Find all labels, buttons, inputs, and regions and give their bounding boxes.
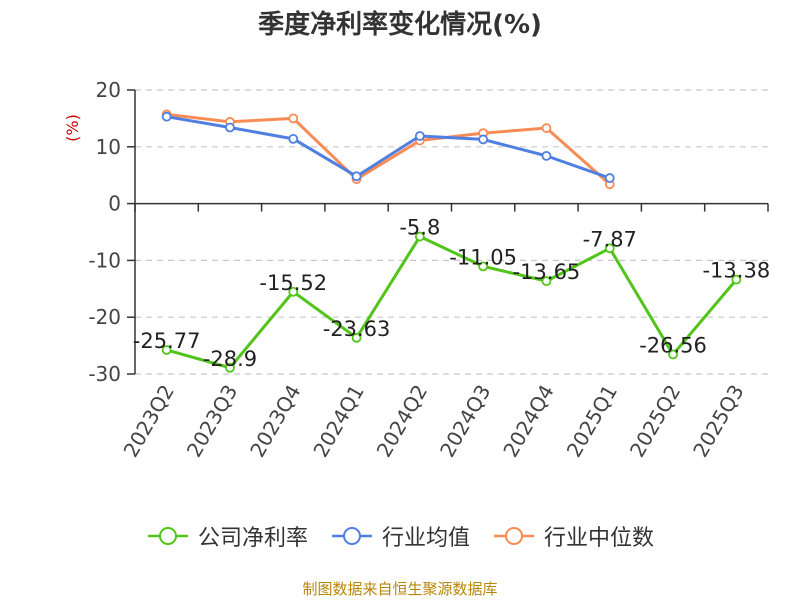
data-label: -13.65 bbox=[513, 260, 581, 284]
data-point bbox=[478, 261, 489, 272]
y-tick-label: 20 bbox=[96, 78, 121, 102]
data-point bbox=[288, 113, 299, 124]
data-label: -5.8 bbox=[399, 216, 440, 240]
data-label: -11.05 bbox=[449, 245, 517, 269]
data-label: -15.52 bbox=[259, 271, 327, 295]
data-point bbox=[541, 276, 552, 287]
legend-line-marker-icon bbox=[147, 527, 188, 545]
data-point bbox=[541, 150, 552, 161]
data-point bbox=[414, 231, 425, 242]
data-point bbox=[604, 173, 615, 183]
data-label: -25.77 bbox=[133, 329, 201, 353]
chart-title: 季度净利率变化情况(%) bbox=[258, 10, 542, 40]
data-point bbox=[414, 131, 425, 141]
series-line bbox=[166, 235, 738, 370]
data-point bbox=[161, 111, 172, 122]
data-label: -7.87 bbox=[583, 227, 637, 251]
data-point bbox=[478, 134, 489, 145]
data-point bbox=[225, 362, 235, 373]
x-tick-label: 2023Q2 bbox=[119, 381, 179, 462]
x-tick-label: 2024Q3 bbox=[435, 381, 495, 462]
data-point bbox=[541, 123, 552, 133]
legend-item-industry-median[interactable]: 行业中位数 bbox=[492, 520, 654, 552]
y-tick-label: 10 bbox=[96, 135, 121, 159]
x-tick-label: 2024Q4 bbox=[498, 381, 558, 462]
legend-line-marker-icon bbox=[331, 527, 372, 545]
source-note: 制图数据来自恒生聚源数据库 bbox=[302, 580, 498, 598]
legend-item-company[interactable]: 公司净利率 bbox=[146, 520, 308, 552]
series-line bbox=[166, 112, 611, 186]
x-tick-label: 2023Q3 bbox=[182, 381, 242, 462]
data-label: -13.38 bbox=[702, 259, 770, 283]
y-tick-label: -30 bbox=[88, 362, 121, 386]
data-label: -26.56 bbox=[639, 333, 707, 357]
legend-label: 行业均值 bbox=[381, 526, 470, 551]
data-point bbox=[351, 332, 362, 343]
x-tick-label: 2025Q3 bbox=[688, 381, 748, 462]
y-tick-label: 0 bbox=[108, 192, 121, 216]
legend-label: 行业中位数 bbox=[544, 526, 655, 551]
data-labels: -25.77-28.9-15.52-23.63-5.8-11.05-13.65-… bbox=[133, 216, 770, 371]
x-tick-label: 2025Q1 bbox=[562, 381, 622, 462]
legend-item-industry-average[interactable]: 行业均值 bbox=[330, 520, 470, 552]
y-tick-label: -10 bbox=[88, 248, 121, 272]
series-line bbox=[166, 115, 611, 180]
legend-label: 公司净利率 bbox=[197, 526, 308, 551]
data-point bbox=[288, 133, 299, 144]
x-tick-label: 2024Q2 bbox=[372, 381, 432, 462]
x-tick-label: 2023Q4 bbox=[245, 381, 305, 462]
data-point bbox=[225, 122, 235, 133]
data-point bbox=[351, 171, 362, 182]
y-tick-label: -20 bbox=[88, 305, 121, 329]
grid-lines bbox=[135, 89, 768, 375]
data-label: -23.63 bbox=[323, 317, 391, 341]
legend: 公司净利率 行业均值 行业中位数 bbox=[0, 520, 800, 552]
x-tick-label: 2024Q1 bbox=[308, 381, 368, 462]
data-label: -28.9 bbox=[203, 347, 257, 371]
data-point bbox=[161, 345, 172, 355]
data-point bbox=[731, 274, 742, 285]
data-point bbox=[288, 286, 299, 297]
data-point bbox=[668, 349, 678, 360]
x-tick-label: 2025Q2 bbox=[625, 381, 685, 462]
y-axis-title: (%) bbox=[63, 114, 82, 142]
legend-line-marker-icon bbox=[494, 527, 534, 545]
data-point bbox=[604, 243, 615, 254]
series-lines bbox=[161, 109, 742, 373]
